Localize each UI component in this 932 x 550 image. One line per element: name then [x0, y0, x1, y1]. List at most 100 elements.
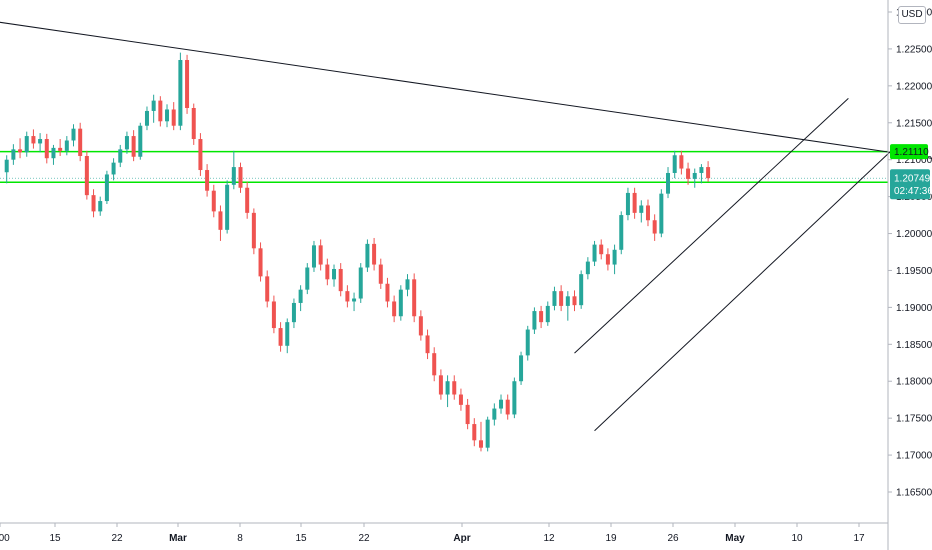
candle: [305, 263, 310, 295]
candle-body: [525, 329, 530, 356]
candle-body: [171, 109, 176, 126]
candle-body: [84, 156, 89, 196]
candle: [138, 122, 143, 160]
candle-body: [645, 205, 650, 221]
candle: [699, 164, 704, 184]
candle-body: [559, 291, 564, 306]
y-tick-label: 1.16500: [896, 488, 932, 499]
candle-body: [365, 243, 370, 268]
candle: [31, 129, 36, 149]
candle: [625, 187, 630, 221]
candle: [98, 196, 103, 216]
candle: [238, 162, 243, 193]
candle-body: [612, 249, 617, 265]
candle-body: [472, 424, 477, 441]
candle: [285, 318, 290, 354]
price-axis[interactable]: 1.230001.225001.220001.215001.210001.205…: [888, 8, 932, 499]
last-price-box: [890, 169, 930, 200]
candle-body: [672, 155, 677, 173]
candle-body: [298, 289, 303, 303]
candle-body: [478, 440, 483, 448]
candle: [198, 133, 203, 176]
candle: [545, 301, 550, 326]
candle-body: [225, 184, 230, 230]
candle-body: [44, 139, 49, 159]
candle: [4, 155, 9, 184]
candle: [412, 273, 417, 323]
candle-body: [425, 335, 430, 354]
candle: [432, 347, 437, 382]
candle-body: [104, 174, 109, 202]
candle-body: [338, 268, 343, 292]
candle-body: [692, 172, 697, 179]
candle-body: [138, 125, 143, 157]
candle-body: [666, 172, 671, 194]
y-tick-label: 1.18500: [896, 340, 932, 351]
candle: [245, 181, 250, 219]
candle-body: [639, 205, 644, 213]
candle: [44, 133, 49, 164]
candle: [218, 205, 223, 241]
candle: [64, 136, 69, 156]
candle: [258, 242, 263, 282]
candle-body: [385, 283, 390, 302]
candle-body: [599, 244, 604, 255]
x-tick-label: 12: [543, 533, 555, 544]
candle: [612, 244, 617, 275]
candle: [579, 270, 584, 309]
candle: [158, 96, 163, 127]
countdown-label: 02:47:36: [894, 186, 932, 197]
candle: [91, 189, 96, 218]
candle: [311, 240, 316, 272]
plot-background: [0, 0, 888, 523]
candle-body: [258, 248, 263, 277]
currency-label[interactable]: USD: [898, 6, 926, 24]
x-tick-label: 19: [605, 533, 617, 544]
time-axis[interactable]: 2:00 15 22 Mar 8 15 22 Apr 12 19 26 May 10 17: [0, 523, 865, 544]
candle: [118, 144, 123, 168]
candle-body: [659, 193, 664, 234]
candle-body: [539, 311, 544, 323]
candle-body: [632, 192, 637, 213]
candle-body: [4, 159, 9, 173]
candle-body: [178, 60, 183, 126]
candle: [225, 180, 230, 234]
candle-body: [238, 167, 243, 188]
candle: [619, 211, 624, 255]
level-tag-label: 1.21110: [894, 147, 929, 158]
candle-body: [605, 254, 610, 265]
candle-body: [58, 147, 63, 151]
x-tick-label: 17: [853, 533, 865, 544]
y-tick-label: 1.21500: [896, 118, 932, 129]
candle-body: [265, 276, 270, 302]
candle-body: [51, 147, 56, 159]
candle-body: [492, 408, 497, 420]
candle-body: [565, 296, 570, 306]
candle: [485, 416, 490, 452]
candle: [532, 307, 537, 334]
candle: [572, 290, 577, 312]
candle: [205, 164, 210, 197]
candle: [325, 258, 330, 286]
candle-body: [18, 149, 23, 153]
candle: [171, 102, 176, 131]
candle-body: [325, 264, 330, 280]
candle-body: [165, 109, 170, 122]
candle-body: [231, 167, 236, 185]
candle-body: [285, 322, 290, 346]
last-price-label: 1.20749: [894, 174, 931, 185]
candle-body: [405, 279, 410, 290]
candle-body: [38, 139, 43, 144]
candle: [505, 394, 510, 420]
candle-body: [358, 267, 363, 299]
candle: [185, 54, 190, 114]
candle: [519, 351, 524, 385]
candle-body: [505, 399, 510, 415]
candle: [104, 170, 109, 204]
candle: [525, 325, 530, 361]
candle-body: [545, 305, 550, 323]
candle-body: [151, 100, 156, 111]
candle: [706, 161, 711, 182]
